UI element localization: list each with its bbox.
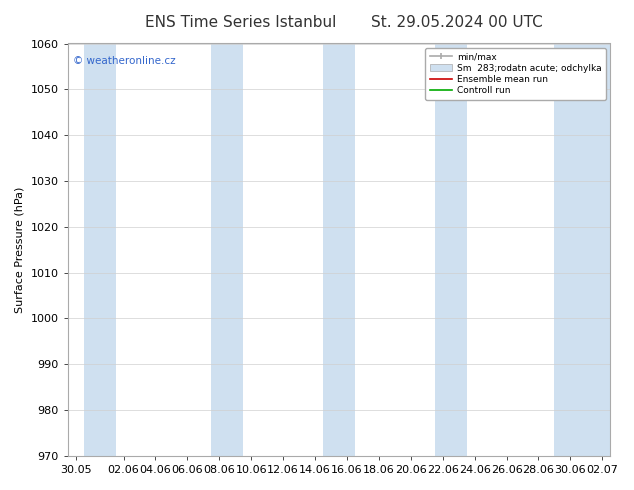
Bar bbox=[84, 44, 115, 456]
Text: St. 29.05.2024 00 UTC: St. 29.05.2024 00 UTC bbox=[371, 15, 542, 30]
Y-axis label: Surface Pressure (hPa): Surface Pressure (hPa) bbox=[15, 187, 25, 313]
Bar bbox=[211, 44, 243, 456]
Text: © weatheronline.cz: © weatheronline.cz bbox=[73, 56, 176, 66]
Bar bbox=[555, 44, 611, 456]
Text: ENS Time Series Istanbul: ENS Time Series Istanbul bbox=[145, 15, 337, 30]
Legend: min/max, Sm  283;rodatn acute; odchylka, Ensemble mean run, Controll run: min/max, Sm 283;rodatn acute; odchylka, … bbox=[425, 48, 605, 100]
Bar bbox=[435, 44, 467, 456]
Bar bbox=[323, 44, 355, 456]
